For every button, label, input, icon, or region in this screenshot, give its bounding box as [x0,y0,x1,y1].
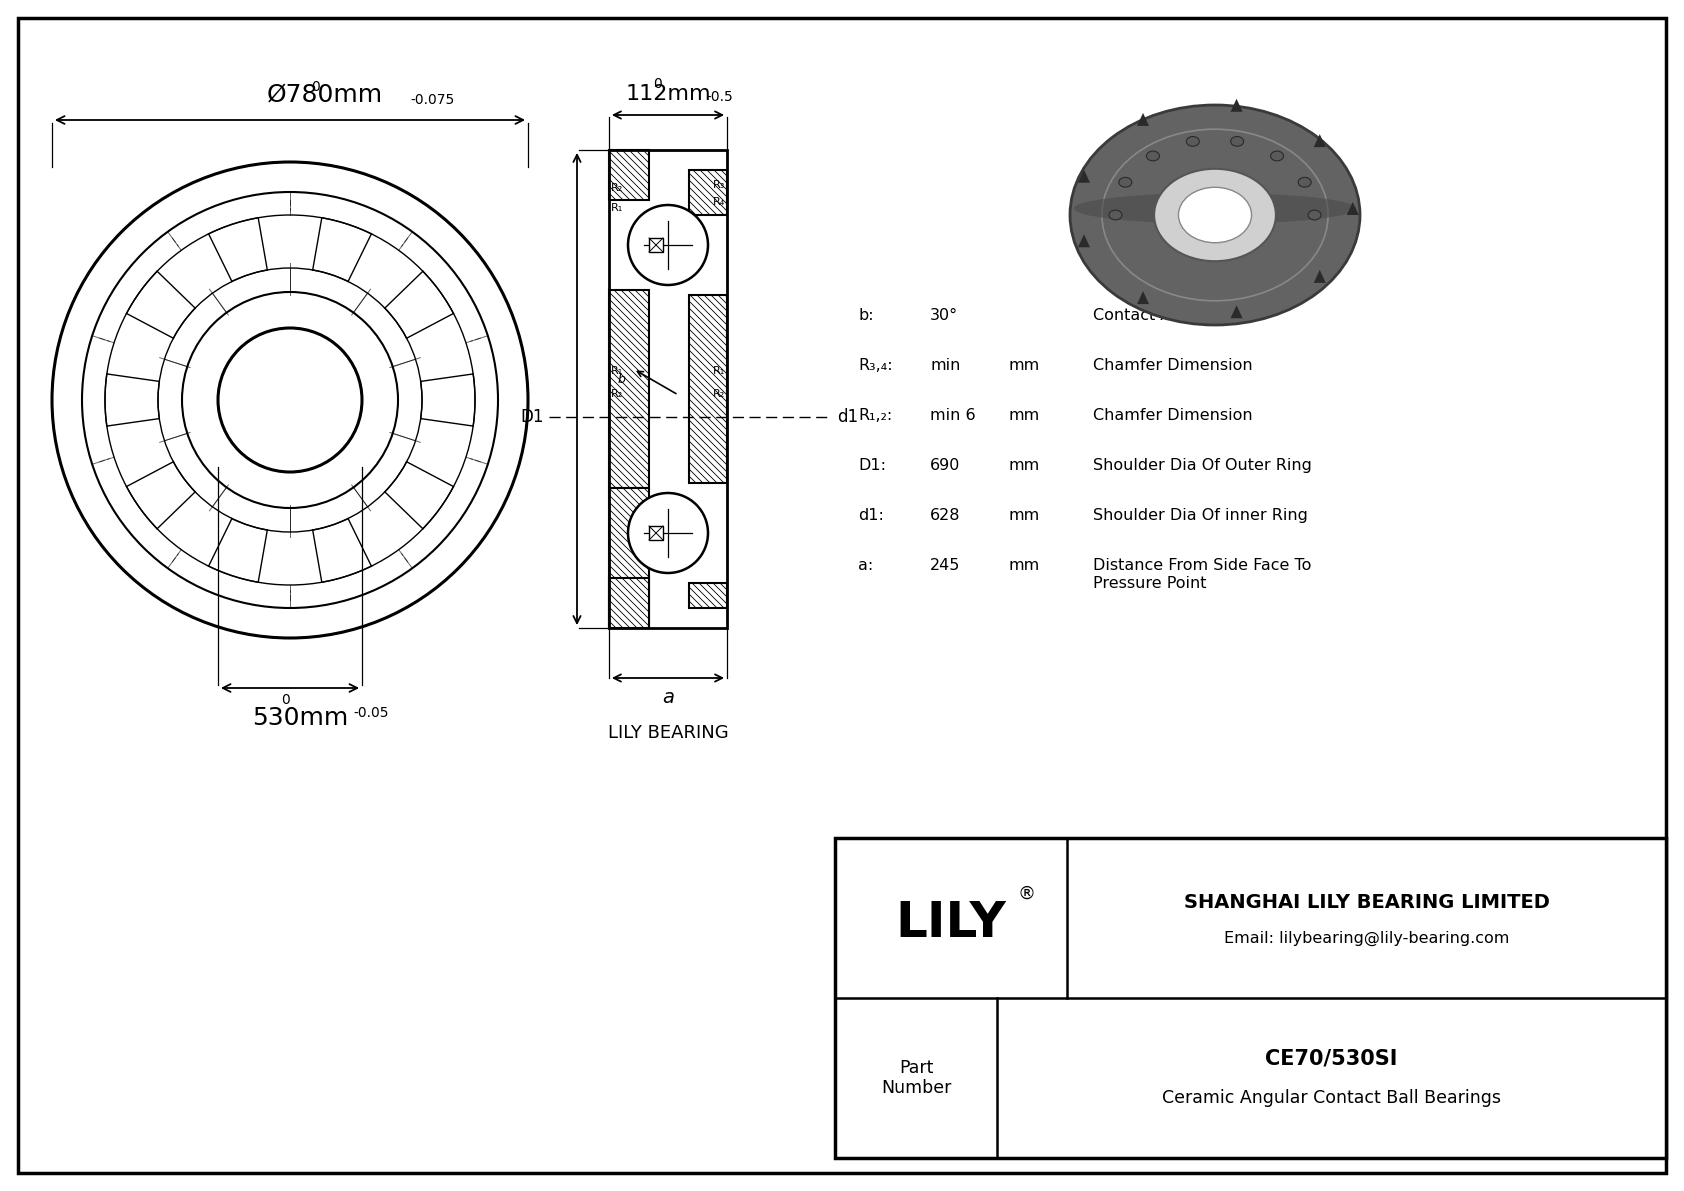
Text: 628: 628 [930,509,960,523]
Bar [648,238,663,252]
Circle shape [628,205,707,285]
Text: min 6: min 6 [930,409,975,423]
Text: R₃,₄:: R₃,₄: [859,358,893,373]
Bar [610,150,727,628]
Polygon shape [1137,291,1148,304]
Polygon shape [1078,169,1090,182]
Text: R₃: R₃ [712,180,726,191]
Text: d1: d1 [837,409,859,426]
Text: Shoulder Dia Of Outer Ring: Shoulder Dia Of Outer Ring [1093,459,1312,473]
Text: R₁: R₁ [611,366,623,376]
Text: D1: D1 [520,409,544,426]
Bar [610,150,648,200]
Text: 690: 690 [930,459,960,473]
Text: Shoulder Dia Of inner Ring: Shoulder Dia Of inner Ring [1093,509,1308,523]
Text: R₁,₂:: R₁,₂: [859,409,893,423]
Polygon shape [1231,305,1243,318]
Text: Chamfer Dimension: Chamfer Dimension [1093,409,1253,423]
Bar [648,526,663,540]
Bar [689,295,727,484]
Bar [689,170,727,216]
Ellipse shape [1298,177,1312,187]
Text: Distance From Side Face To: Distance From Side Face To [1093,559,1312,573]
Text: mm: mm [1009,559,1039,573]
Text: Ceramic Angular Contact Ball Bearings: Ceramic Angular Contact Ball Bearings [1162,1089,1500,1106]
Ellipse shape [1186,137,1199,146]
Text: D1:: D1: [859,459,886,473]
Text: b: b [618,373,625,386]
Polygon shape [1078,235,1090,248]
Text: LILY BEARING: LILY BEARING [608,724,727,742]
Text: CE70/530SI: CE70/530SI [1265,1048,1398,1068]
Text: 30°: 30° [930,308,958,323]
Text: mm: mm [1009,459,1039,473]
Text: R₂: R₂ [611,389,623,399]
Text: R₁: R₁ [611,202,623,213]
Ellipse shape [1074,193,1356,224]
Text: -0.05: -0.05 [354,706,389,721]
Bar [835,838,1665,1158]
Text: 0: 0 [310,80,320,94]
Text: Chamfer Dimension: Chamfer Dimension [1093,358,1253,373]
Ellipse shape [1179,187,1251,243]
Bar [689,584,727,607]
Text: Part
Number: Part Number [881,1059,951,1097]
Text: mm: mm [1009,409,1039,423]
Ellipse shape [1147,151,1160,161]
Ellipse shape [1154,169,1276,261]
Text: -0.075: -0.075 [409,93,455,107]
Circle shape [628,493,707,573]
Text: Ø780mm: Ø780mm [268,83,382,107]
Bar [610,578,648,628]
Ellipse shape [1118,177,1132,187]
Text: 245: 245 [930,559,960,573]
Text: ®: ® [1017,885,1036,903]
Polygon shape [1137,113,1148,126]
Text: b:: b: [859,308,874,323]
Ellipse shape [1069,105,1361,325]
Text: min: min [930,358,960,373]
Text: SHANGHAI LILY BEARING LIMITED: SHANGHAI LILY BEARING LIMITED [1184,893,1549,912]
Text: Contact Angle: Contact Angle [1093,308,1206,323]
Text: mm: mm [1009,509,1039,523]
Text: a: a [662,688,674,707]
Bar [610,289,648,488]
Text: R₁: R₁ [712,366,726,376]
Text: Pressure Point: Pressure Point [1093,576,1206,591]
Text: LILY: LILY [896,899,1007,947]
Text: 112mm: 112mm [625,85,711,104]
Ellipse shape [1231,137,1244,146]
Text: -0.5: -0.5 [706,91,733,104]
Text: Email: lilybearing@lily-bearing.com: Email: lilybearing@lily-bearing.com [1224,930,1509,946]
Text: R₄: R₄ [712,197,726,207]
Polygon shape [1347,202,1359,216]
Ellipse shape [1308,210,1320,220]
Text: 0: 0 [281,693,290,707]
Polygon shape [1231,99,1243,112]
Text: 530mm: 530mm [253,706,349,730]
Text: 0: 0 [653,77,662,91]
Ellipse shape [1110,210,1122,220]
Text: mm: mm [1009,358,1039,373]
Text: R₂: R₂ [712,389,726,399]
Text: d1:: d1: [859,509,884,523]
Bar [610,488,648,628]
Polygon shape [1314,135,1325,148]
Text: R₂: R₂ [611,183,623,193]
Text: a:: a: [859,559,874,573]
Polygon shape [1314,270,1325,283]
Ellipse shape [1270,151,1283,161]
